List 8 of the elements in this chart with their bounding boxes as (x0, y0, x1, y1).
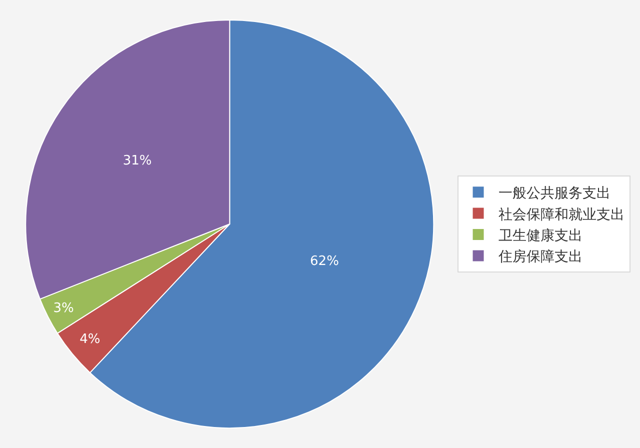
data-label: 62% (310, 254, 339, 270)
legend-label: 一般公共服务支出 (498, 186, 610, 202)
legend-label: 卫生健康支出 (498, 228, 582, 244)
legend-label: 社会保障和就业支出 (498, 206, 624, 223)
data-label: 3% (53, 301, 74, 316)
data-label: 31% (122, 154, 152, 169)
legend-label: 住房保障支出 (497, 249, 582, 266)
data-label: 4% (80, 332, 100, 348)
